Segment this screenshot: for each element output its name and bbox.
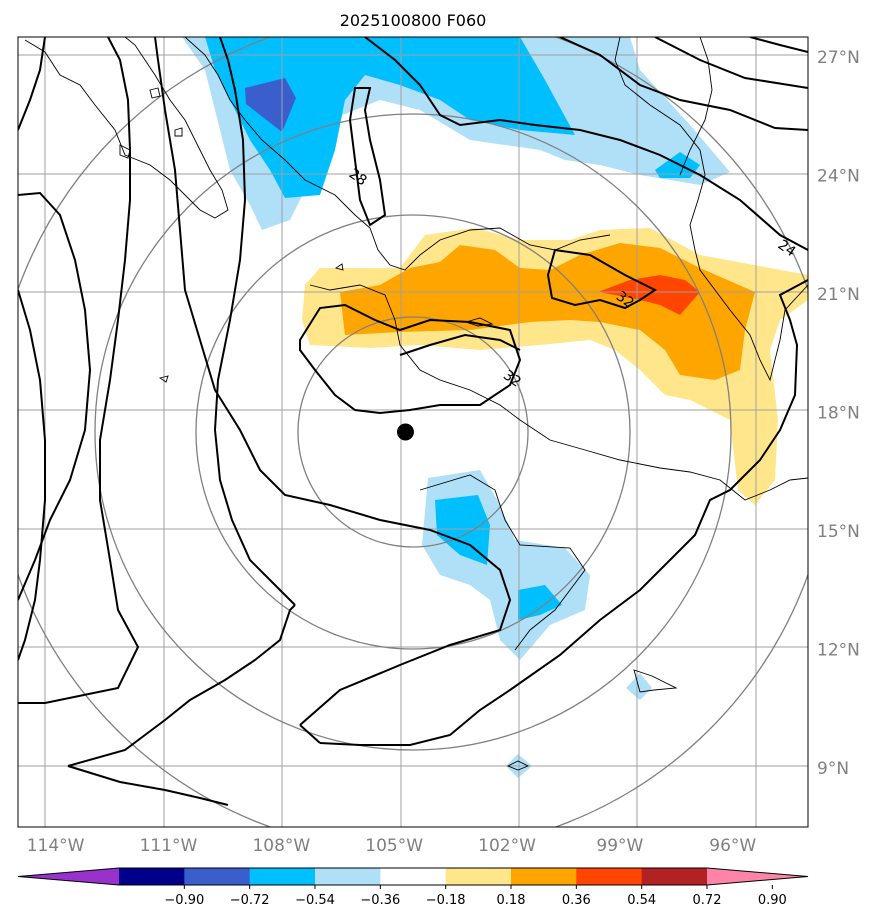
coastlines [24, 37, 808, 771]
storm-center-marker [396, 423, 414, 441]
contour-32-loop-west [299, 724, 321, 744]
lat-label-24: 24°N [817, 166, 860, 186]
lat-label-27: 27°N [817, 48, 860, 68]
colorbar-extend-low [18, 868, 119, 885]
contour-far-west [18, 37, 46, 131]
colorbar-segment [315, 868, 381, 885]
contour-central [154, 37, 512, 726]
lon-label-102: 102°W [478, 836, 536, 856]
latitude-labels: 27°N 24°N 21°N 18°N 15°N 12°N 9°N [817, 48, 860, 779]
lat-label-9: 9°N [817, 759, 849, 779]
range-ring-2 [195, 214, 631, 650]
contour-24-northeast-3 [749, 37, 808, 53]
colorbar-tick-label: −0.72 [230, 893, 270, 908]
colorbar-tick-label: 0.54 [627, 893, 656, 908]
coastline-pacific-mexico [309, 284, 808, 501]
range-rings [18, 37, 808, 827]
colorbar: −0.90 −0.72 −0.54 −0.36 −0.18 0.18 0.36 0.54 0.7… [17, 867, 809, 908]
contour-28 [364, 37, 808, 251]
coastline-islands-2 [506, 669, 678, 771]
colorbar-segment [249, 868, 316, 885]
lat-label-15: 15°N [817, 522, 860, 542]
shade-neg-036-s1 [435, 495, 490, 565]
shade-neg-036-nw [205, 37, 575, 198]
contour-west-5 [213, 37, 296, 606]
contour-32-east-loop [546, 248, 657, 310]
contour-32-north-loop [299, 303, 522, 415]
lat-label-12: 12°N [817, 640, 860, 660]
range-ring-3 [94, 113, 732, 751]
lat-label-21: 21°N [817, 285, 860, 305]
coastline-gulf-mexico [614, 37, 808, 382]
contour-24-northeast [559, 37, 808, 131]
colorbar-tick-label: 0.18 [497, 893, 526, 908]
shade-neg-036-s2 [518, 585, 562, 620]
colorbar-extend-high [707, 868, 808, 885]
bold-contours [18, 37, 808, 806]
lon-label-96: 96°W [709, 836, 756, 856]
colorbar-segment [511, 868, 577, 885]
lon-label-105: 105°W [365, 836, 423, 856]
lon-label-99: 99°W [596, 836, 643, 856]
coastline-south-inlet [419, 474, 586, 651]
colorbar-segment [184, 868, 251, 885]
range-ring-1 [297, 316, 529, 548]
shaded-field [182, 37, 808, 778]
contour-west-4 [67, 604, 296, 767]
colorbar-tick-label: 0.36 [562, 893, 591, 908]
shade-neg-018-small1 [626, 673, 652, 700]
contour-24-northeast-2 [654, 37, 808, 89]
colorbar-segment [445, 868, 512, 885]
colorbar-segment [576, 868, 643, 885]
contour-32-south [319, 279, 808, 746]
coastline-island-3 [464, 317, 494, 327]
contour-28-loop [348, 87, 387, 227]
gridlines [18, 37, 808, 827]
lon-label-108: 108°W [252, 836, 310, 856]
colorbar-segment [119, 868, 185, 885]
contour-west-4b [67, 765, 229, 806]
map-frame [17, 36, 809, 828]
contour-west-1 [18, 191, 92, 601]
colorbar-tick-label: −0.90 [164, 893, 204, 908]
colorbar-segment [641, 868, 708, 885]
contour-west-3 [18, 37, 140, 704]
lat-label-18: 18°N [817, 403, 860, 423]
colorbar-segment [380, 868, 447, 885]
colorbar-tick-label: 0.72 [693, 893, 722, 908]
shade-neg-036-ne [655, 152, 700, 178]
colorbar-outline [17, 867, 809, 886]
colorbar-tick-label: −0.54 [295, 893, 335, 908]
colorbar-tick-label: −0.18 [426, 893, 466, 908]
colorbar-tick-label: 0.90 [758, 893, 787, 908]
figure-title: 2025100800 F060 [340, 11, 487, 30]
lon-label-111: 111°W [140, 836, 198, 856]
coastline-island-4 [158, 263, 344, 383]
colorbar-tick-label: −0.36 [360, 893, 400, 908]
lon-label-114: 114°W [27, 836, 85, 856]
contour-32-inner [399, 333, 521, 356]
shade-neg-054-nw [245, 78, 296, 132]
coastline-islands-1 [119, 87, 183, 159]
contour-west-2 [18, 289, 46, 661]
longitude-labels: 114°W 111°W 108°W 105°W 102°W 99°W 96°W [27, 836, 757, 856]
